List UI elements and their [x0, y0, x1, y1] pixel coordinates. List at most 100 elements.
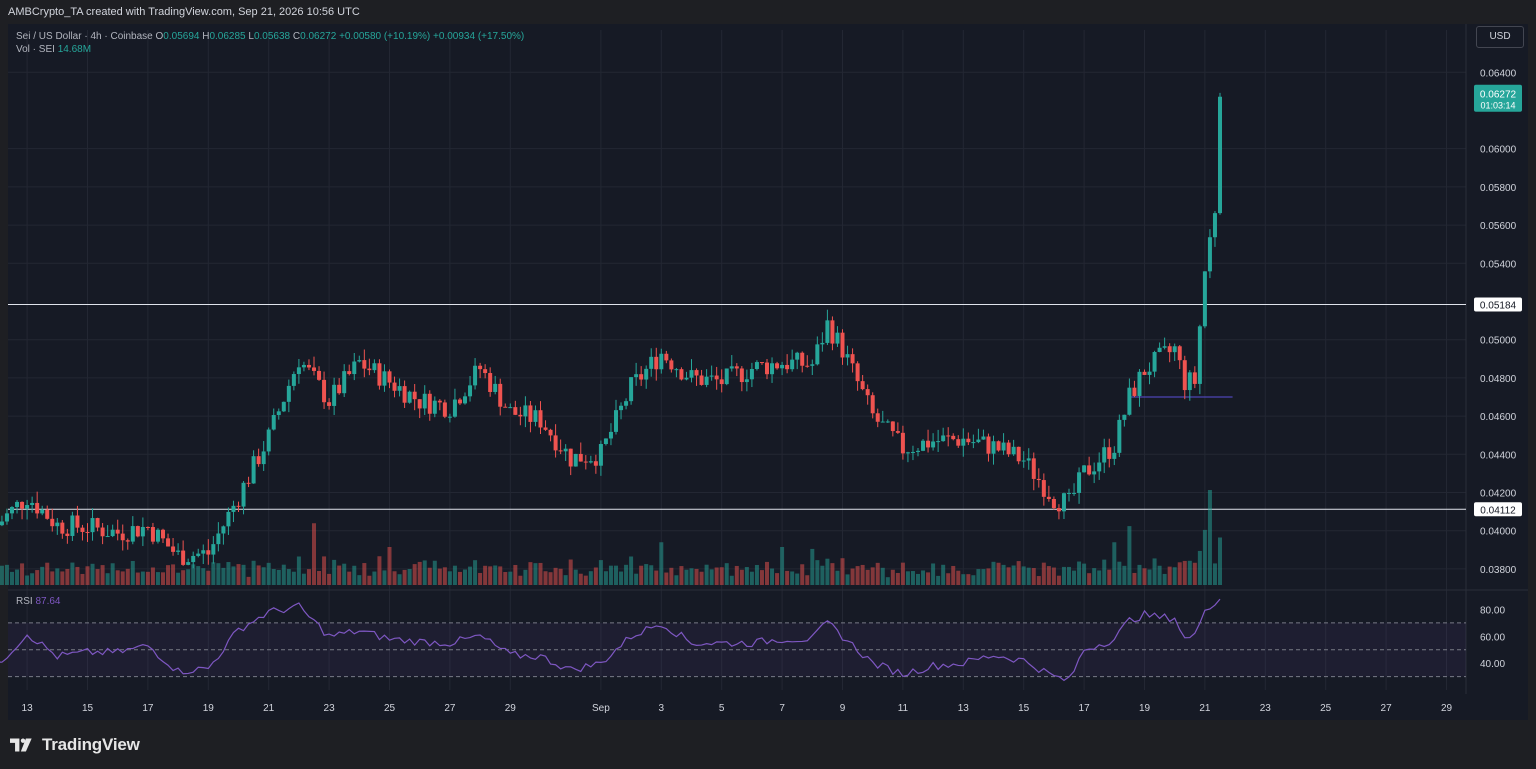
candle-body	[921, 440, 926, 451]
candle-body	[593, 461, 598, 466]
candle-body	[840, 332, 845, 358]
volume-bar	[1031, 568, 1036, 585]
volume-bar	[805, 575, 810, 585]
candle-body	[1207, 237, 1212, 272]
volume-bar	[910, 571, 915, 585]
volume-bar	[291, 571, 296, 585]
candle-body	[1218, 96, 1222, 214]
candle-body	[805, 365, 810, 367]
volume-bar	[880, 567, 885, 585]
volume-bar	[362, 563, 367, 585]
candle-body	[754, 362, 759, 369]
candle-body	[986, 436, 991, 454]
candle-body	[674, 369, 679, 371]
candle-body	[971, 442, 976, 444]
candle-body	[1137, 371, 1142, 396]
price-axis[interactable]: 0.06400 0.06000 0.05800 0.05600 0.05400 0.050…	[1480, 68, 1517, 670]
volume-bar	[885, 577, 890, 585]
volume-bar	[135, 572, 140, 585]
volume-bar	[85, 566, 90, 585]
candle-body	[25, 505, 30, 509]
volume-bar	[1072, 570, 1077, 585]
volume-bar	[1051, 567, 1056, 585]
candle-body	[926, 440, 931, 448]
volume-bar	[895, 572, 900, 585]
volume-bar	[196, 566, 201, 585]
candle-body	[75, 515, 80, 528]
candle-body	[135, 526, 140, 537]
time-tick-label: 5	[719, 703, 725, 714]
volume-bar	[1147, 569, 1152, 585]
candle-body	[1142, 371, 1147, 375]
volume-bar	[1132, 572, 1137, 585]
candle-body	[332, 384, 337, 406]
time-tick-label: 11	[898, 703, 909, 714]
price-tick-label: 0.04600	[1480, 412, 1517, 423]
candle-body	[508, 407, 513, 409]
volume-bar	[649, 565, 654, 585]
volume-bar	[105, 573, 110, 585]
candle-body	[1092, 471, 1097, 475]
candle-body	[125, 540, 130, 542]
volume-bar	[246, 576, 251, 585]
rsi-value: 87.64	[35, 596, 61, 607]
volume-bar	[941, 564, 946, 585]
last-price-tag	[1474, 84, 1522, 112]
candle-body	[910, 451, 915, 453]
candle-body	[130, 526, 135, 542]
candle-body	[281, 401, 286, 412]
candle-body	[1087, 465, 1092, 475]
candle-body	[875, 413, 880, 422]
rsi-tick-label: 60.00	[1480, 632, 1505, 643]
volume-bar	[976, 569, 981, 585]
volume-bar	[629, 556, 634, 585]
volume-bar	[840, 558, 845, 585]
candle-body	[1056, 508, 1061, 512]
candle-body	[583, 461, 588, 463]
candle-body	[860, 381, 865, 390]
candle-body	[679, 369, 684, 380]
currency-button[interactable]: USD	[1476, 26, 1524, 48]
candle-body	[30, 502, 35, 506]
candle-body	[614, 410, 618, 432]
candle-body	[276, 411, 281, 416]
candle-body	[739, 368, 744, 383]
volume-bar	[739, 569, 744, 585]
volume-bar	[1107, 569, 1112, 585]
rsi-tick-label: 40.00	[1480, 659, 1505, 670]
volume-bar	[296, 556, 301, 585]
volume-bar	[473, 560, 478, 585]
candle-body	[820, 342, 825, 345]
candle-body	[327, 402, 332, 406]
volume-bar	[568, 559, 573, 585]
volume-bar	[996, 562, 1001, 585]
volume-bar	[1021, 566, 1026, 585]
candle-body	[770, 363, 775, 375]
horizontal-levels[interactable]	[8, 304, 1466, 510]
volume-bar	[578, 573, 583, 585]
volume-bar	[624, 564, 629, 585]
tradingview-brand[interactable]: TradingView	[10, 735, 140, 755]
volume-bar	[161, 572, 165, 585]
candle-body	[342, 371, 347, 394]
candle-body	[578, 453, 583, 462]
candle-body	[548, 429, 553, 436]
time-tick-label: 25	[1320, 703, 1332, 714]
time-axis[interactable]: 13 15 17 19 21 23 25 27 29 Sep 3 5 7 9 11 13 15 17 19 21 23 2…	[22, 703, 1453, 714]
candle-body	[538, 410, 543, 428]
price-tick-label: 0.04800	[1480, 374, 1517, 385]
volume-bar	[528, 562, 533, 585]
price-tick-label: 0.06400	[1480, 68, 1517, 79]
candle-body	[1112, 452, 1117, 459]
candle-body	[322, 379, 327, 403]
candle-body	[186, 562, 191, 565]
candle-body	[221, 526, 226, 534]
ohlc-low: L0.05638	[248, 31, 291, 42]
volume-bar	[1117, 561, 1122, 585]
candle-body	[291, 374, 296, 386]
volume-bar	[1041, 562, 1046, 585]
candle-body	[70, 515, 75, 536]
volume-bar	[1207, 490, 1212, 585]
